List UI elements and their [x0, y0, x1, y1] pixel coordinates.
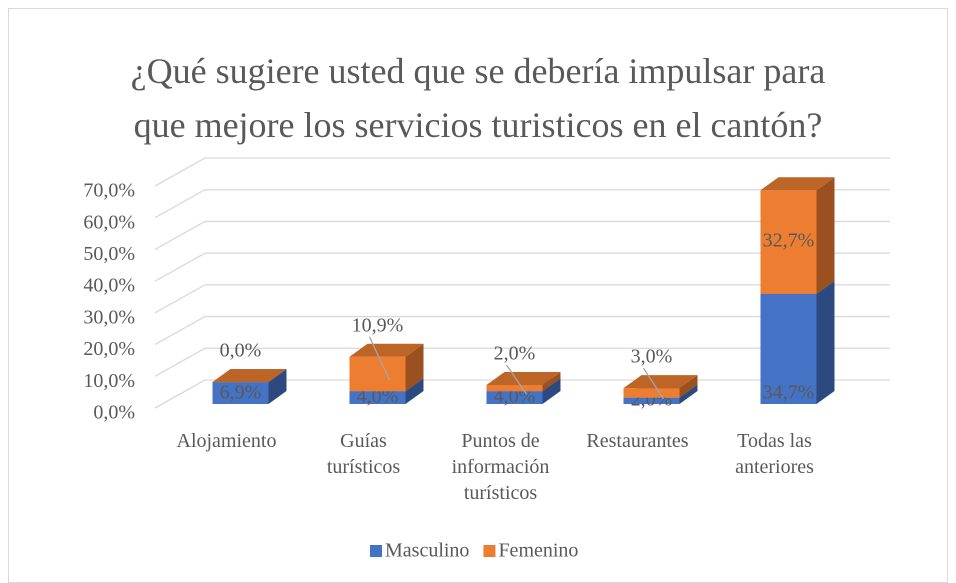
bar-side [816, 177, 835, 294]
grid-line [154, 347, 890, 377]
y-tick-label: 70,0% [83, 180, 135, 202]
bar-front [760, 293, 817, 404]
data-label: 34,7% [763, 382, 815, 404]
bar-front [623, 388, 680, 398]
grid-line [154, 189, 890, 219]
y-tick-label: 30,0% [83, 306, 135, 328]
bar-top [486, 371, 561, 385]
y-tick-label: 20,0% [83, 338, 135, 360]
bar-side [268, 369, 287, 404]
data-label: 32,7% [763, 230, 815, 252]
x-tick-label: Restaurantes [586, 430, 688, 452]
grid-line [154, 157, 890, 187]
bar-front [623, 397, 680, 404]
x-tick-label: Guías turísticos [327, 430, 401, 478]
grid-line [154, 315, 890, 346]
data-label: 10,9% [352, 314, 404, 336]
bar-segment [486, 371, 561, 392]
bar-segment [212, 369, 287, 383]
bar-segment [623, 375, 698, 398]
bar-segment [349, 343, 424, 392]
bar-top [349, 343, 424, 357]
legend-label: Masculino [385, 540, 469, 562]
grid-line [154, 220, 890, 250]
bar-side [542, 378, 561, 404]
legend-label: Femenino [498, 540, 578, 562]
chart-title: ¿Qué sugiere usted que se debería impuls… [131, 51, 826, 145]
bar-front [212, 382, 269, 404]
bar-side [405, 378, 424, 404]
y-tick-label: 40,0% [83, 275, 135, 297]
data-label: 3,0% [631, 346, 673, 368]
data-label: 2,0% [494, 343, 536, 365]
legend-swatch [483, 545, 496, 557]
bar-top [623, 375, 698, 389]
y-tick-label: 50,0% [83, 243, 135, 265]
data-label: 0,0% [220, 340, 262, 362]
bar-front [760, 190, 817, 294]
bar-front [486, 384, 543, 392]
y-tick-label: 0,0% [93, 402, 135, 424]
bar-segment [760, 177, 835, 294]
leader-line [368, 336, 391, 381]
bar-side [405, 343, 424, 392]
leader-line [642, 367, 665, 400]
bar-side [816, 280, 835, 404]
bar-front [349, 356, 406, 392]
bar-side [679, 375, 698, 398]
data-label: 6,9% [220, 382, 262, 404]
grid-line [154, 252, 890, 282]
y-tick-label: 60,0% [83, 211, 135, 233]
x-tick-label: Puntos de información turísticos [452, 430, 550, 504]
x-tick-label: Alojamiento [177, 430, 277, 452]
leader-line [505, 364, 528, 395]
bar-front [349, 391, 406, 404]
legend-swatch [370, 545, 382, 557]
bar-side [679, 384, 698, 404]
y-tick-label: 10,0% [83, 370, 135, 392]
bar-top [760, 177, 835, 191]
grid-line [154, 284, 890, 314]
bar-top [212, 369, 287, 383]
x-tick-label: Todas las anteriores [735, 430, 814, 478]
bar-front [486, 391, 543, 404]
bar-side [542, 371, 561, 392]
